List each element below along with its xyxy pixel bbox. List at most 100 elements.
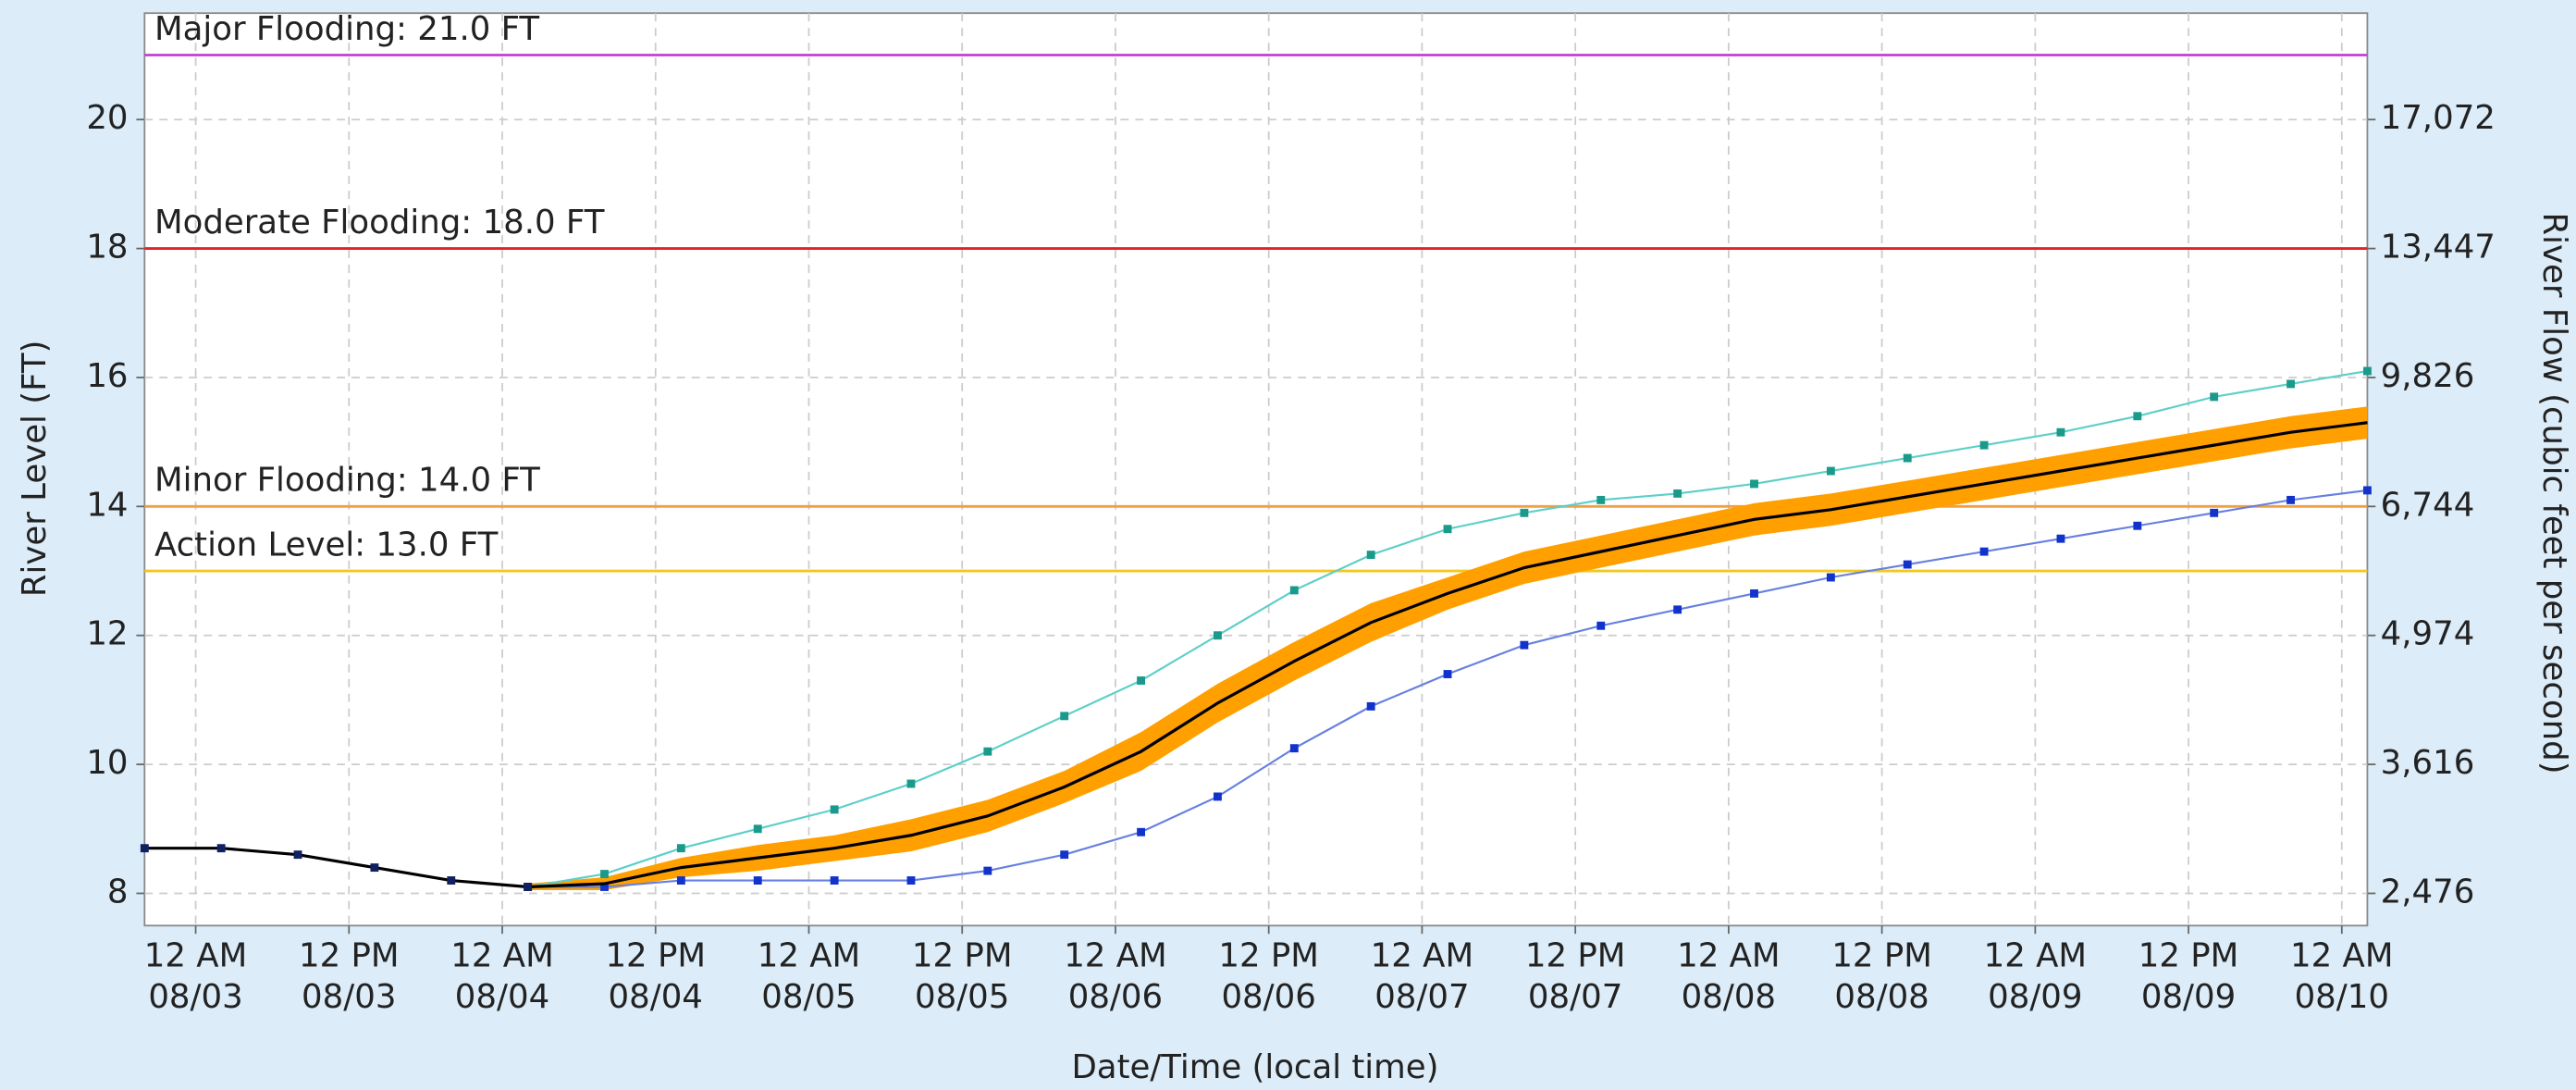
point (983, 747, 992, 756)
y-axis-title: River Level (FT) (16, 341, 54, 598)
point (1903, 560, 1912, 569)
point (1520, 640, 1529, 650)
point (1596, 621, 1606, 630)
y-tick-label: 20 (86, 99, 128, 137)
x-tick-label-box: 12 PM 08/06 (1218, 935, 1319, 1017)
point (216, 844, 226, 853)
point (2362, 366, 2372, 376)
point (1979, 547, 1989, 556)
x-tick-label: 12 AM 08/05 (757, 935, 861, 1017)
y-tick-label: 12 (86, 615, 128, 653)
point (2133, 521, 2142, 530)
x-tick-label-box: 12 PM 08/09 (2138, 935, 2239, 1017)
point (1213, 631, 1222, 640)
threshold-label: Minor Flooding: 14.0 FT (154, 462, 540, 500)
point (524, 883, 533, 891)
x-tick-label: 12 AM 08/10 (2290, 935, 2394, 1017)
x-tick-label-box: 12 AM 08/04 (450, 935, 554, 1017)
point (906, 779, 916, 788)
y2-tick-label: 17,072 (2381, 99, 2496, 137)
point (293, 850, 302, 860)
point (1673, 489, 1682, 498)
point (140, 844, 149, 853)
y2-tick-label: 6,744 (2381, 486, 2475, 524)
point (1673, 605, 1682, 614)
x-tick-label: 12 AM 08/04 (450, 935, 554, 1017)
y-tick-label: 8 (107, 873, 129, 910)
point (1289, 586, 1299, 595)
threshold-label: Major Flooding: 21.0 FT (154, 10, 539, 48)
x-tick-label-box: 12 PM 08/08 (1831, 935, 1932, 1017)
point (753, 824, 762, 834)
point (1137, 827, 1146, 836)
x-tick-label: 12 AM 08/07 (1370, 935, 1474, 1017)
point (1750, 588, 1758, 598)
x-tick-label: 12 PM 08/07 (1524, 935, 1626, 1017)
y2-tick-label: 3,616 (2381, 744, 2475, 782)
x-tick-label: 12 PM 08/09 (2138, 935, 2239, 1017)
x-tick-label: 12 PM 08/04 (605, 935, 707, 1017)
x-tick-label-box: 12 AM 08/05 (757, 935, 861, 1017)
point (1060, 712, 1069, 721)
point (1750, 479, 1758, 489)
x-axis-title: Date/Time (local time) (1071, 1048, 1438, 1086)
y2-tick-label: 2,476 (2381, 873, 2475, 910)
point (2286, 495, 2296, 504)
point (2133, 412, 2142, 421)
y-tick-label: 18 (86, 229, 128, 266)
point (1520, 508, 1529, 517)
y2-axis-title: River Flow (cubic feet per second) (2535, 212, 2573, 774)
x-tick-label: 12 PM 08/08 (1831, 935, 1932, 1017)
x-tick-label-box: 12 PM 08/04 (605, 935, 707, 1017)
y2-tick-label: 4,974 (2381, 615, 2475, 653)
x-tick-label-box: 12 AM 08/09 (1983, 935, 2088, 1017)
point (830, 805, 839, 814)
point (1366, 551, 1375, 560)
y-tick-label: 14 (86, 486, 128, 524)
point (600, 870, 609, 879)
forecast-band (527, 406, 2368, 890)
point (676, 876, 685, 885)
x-tick-label-box: 12 AM 08/03 (143, 935, 248, 1017)
x-tick-label-box: 12 PM 08/07 (1524, 935, 1626, 1017)
point (1826, 573, 1835, 582)
x-tick-label: 12 PM 08/05 (911, 935, 1013, 1017)
point (983, 866, 992, 875)
x-tick-label-box: 12 PM 08/03 (299, 935, 400, 1016)
point (2210, 508, 2219, 517)
point (1060, 850, 1069, 860)
x-tick-label-box: 12 AM 08/06 (1064, 935, 1167, 1017)
x-tick-label-box: 12 AM 08/07 (1370, 935, 1474, 1017)
y-tick-label: 10 (86, 744, 128, 782)
point (1366, 701, 1375, 711)
point (1443, 670, 1452, 678)
point (1213, 792, 1222, 801)
point (1903, 453, 1912, 463)
point (1137, 676, 1146, 685)
point (600, 883, 609, 891)
point (2286, 379, 2296, 389)
y-tick-label: 16 (86, 357, 128, 395)
point (2056, 427, 2065, 437)
point (753, 876, 762, 885)
x-tick-label-box: 12 AM 08/10 (2290, 935, 2394, 1017)
x-tick-label-box: 12 PM 08/05 (911, 935, 1013, 1017)
x-tick-label-box: 12 AM 08/08 (1677, 935, 1781, 1017)
point (447, 876, 456, 885)
y2-tick-label: 13,447 (2381, 229, 2496, 266)
point (370, 863, 379, 873)
point (2056, 534, 2065, 543)
point (1289, 744, 1299, 753)
x-tick-label: 12 PM 08/06 (1218, 935, 1319, 1017)
x-tick-label: 12 AM 08/08 (1677, 935, 1781, 1017)
point (1826, 466, 1835, 476)
threshold-label: Action Level: 13.0 FT (154, 526, 499, 564)
point (906, 876, 916, 885)
point (1596, 495, 1606, 504)
x-tick-label: 12 AM 08/09 (1983, 935, 2088, 1017)
x-tick-label: 12 AM 08/03 (143, 935, 248, 1017)
point (1979, 440, 1989, 450)
x-tick-label: 12 AM 08/06 (1064, 935, 1167, 1017)
